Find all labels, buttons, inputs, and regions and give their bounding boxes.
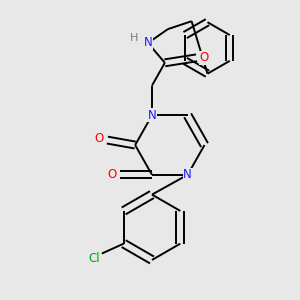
Text: O: O [108, 168, 117, 181]
Text: O: O [200, 51, 209, 64]
Text: N: N [144, 37, 152, 50]
Text: N: N [183, 168, 192, 181]
Text: H: H [130, 33, 138, 43]
Text: Cl: Cl [88, 252, 100, 265]
Text: O: O [95, 132, 104, 145]
Text: N: N [148, 109, 156, 122]
